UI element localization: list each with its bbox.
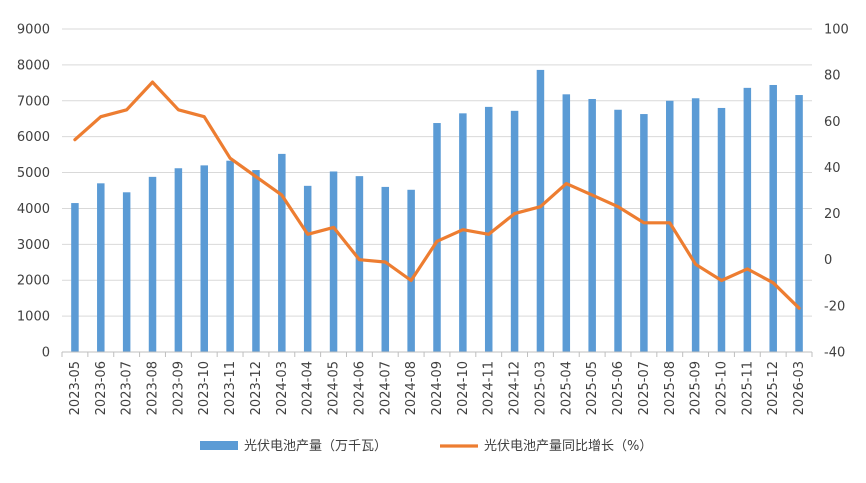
right-tick-label: 40	[824, 161, 841, 176]
x-tick-label: 2025-08	[663, 361, 678, 415]
bar	[717, 107, 726, 352]
bar	[200, 165, 208, 352]
x-tick-label: 2024-07	[378, 361, 393, 415]
bar	[640, 114, 648, 352]
x-tick-label: 2025-05	[585, 361, 600, 415]
x-tick-label: 2026-03	[792, 361, 807, 415]
x-tick-label: 2023-09	[171, 361, 186, 415]
right-tick-label: 80	[824, 69, 841, 84]
right-tick-label: 100	[824, 23, 849, 38]
left-tick-label: 4000	[17, 202, 50, 217]
x-tick-label: 2025-03	[533, 361, 548, 415]
bar	[97, 183, 105, 352]
bar	[252, 170, 260, 352]
legend-line-label: 光伏电池产量同比增长（%）	[484, 439, 652, 454]
x-tick-label: 2023-06	[94, 361, 109, 415]
x-tick-label: 2025-09	[689, 361, 704, 415]
x-tick-label: 2024-03	[275, 361, 290, 415]
bar	[743, 87, 752, 352]
left-tick-label: 7000	[17, 94, 50, 109]
bar	[484, 106, 493, 352]
bar	[381, 186, 390, 352]
x-tick-label: 2024-08	[404, 361, 419, 415]
left-tick-label: 9000	[17, 23, 50, 38]
x-axis-ticks: 2023-05 2023-06 2023-07 2023-08 2023-09 2023-…	[68, 361, 807, 415]
x-tick-label: 2025-11	[740, 361, 755, 415]
x-tick-label: 2023-07	[120, 361, 135, 415]
left-tick-label: 6000	[17, 130, 50, 145]
x-tick-label: 2025-07	[637, 361, 652, 415]
left-tick-label: 1000	[17, 310, 50, 325]
x-tick-label: 2025-04	[559, 361, 574, 415]
right-tick-label: -40	[824, 346, 845, 361]
bar	[536, 69, 545, 352]
legend: 光伏电池产量（万千瓦） 光伏电池产量同比增长（%）	[200, 439, 652, 454]
bar	[769, 84, 777, 352]
bar	[329, 171, 338, 352]
left-axis-ticks: 0 1000 2000 3000 4000 5000 6000 7000 8000 9000	[17, 23, 50, 361]
bar	[614, 109, 622, 352]
right-axis-ticks: -40 -20 0 20 40 60 80 100	[824, 23, 849, 361]
legend-bar-swatch	[200, 441, 238, 450]
x-tick-label: 2023-05	[68, 361, 83, 415]
bar	[303, 185, 312, 352]
x-tick-label: 2024-06	[352, 361, 367, 415]
bar	[510, 110, 519, 353]
bar	[691, 98, 700, 352]
x-tick-label: 2023-10	[197, 361, 212, 415]
left-tick-label: 8000	[17, 58, 50, 73]
x-tick-label: 2024-09	[430, 361, 445, 415]
bar-series	[71, 69, 803, 353]
x-tick-label: 2024-04	[301, 361, 316, 415]
bar	[795, 95, 803, 352]
left-tick-label: 0	[42, 346, 50, 361]
bar	[433, 123, 441, 352]
right-tick-label: 20	[824, 207, 841, 222]
x-tick-label: 2024-10	[456, 361, 471, 415]
bar	[355, 176, 364, 352]
line-series	[73, 80, 801, 310]
x-tick-label: 2024-11	[482, 361, 497, 415]
right-tick-label: -20	[824, 299, 845, 314]
x-tick-label: 2025-12	[766, 361, 781, 415]
x-tick-label: 2024-12	[508, 361, 523, 415]
bar	[122, 192, 131, 352]
right-tick-label: 0	[824, 253, 832, 268]
axes	[61, 351, 813, 357]
left-tick-label: 5000	[17, 166, 50, 181]
legend-bar-label: 光伏电池产量（万千瓦）	[244, 439, 387, 454]
bar	[459, 113, 467, 352]
x-tick-label: 2024-05	[327, 361, 342, 415]
right-tick-label: 60	[824, 115, 841, 130]
left-tick-label: 3000	[17, 238, 50, 253]
x-tick-label: 2025-06	[611, 361, 626, 415]
x-tick-label: 2025-10	[714, 361, 729, 415]
growth-line	[73, 80, 801, 310]
bar	[226, 160, 234, 352]
bar	[407, 189, 415, 352]
bar	[278, 153, 286, 352]
x-tick-label: 2023-11	[223, 361, 238, 415]
bar	[71, 203, 79, 352]
x-tick-label: 2023-12	[249, 361, 264, 415]
bar	[148, 176, 157, 352]
bar	[174, 168, 183, 352]
bar	[562, 94, 571, 352]
x-tick-label: 2023-08	[146, 361, 161, 415]
left-tick-label: 2000	[17, 274, 50, 289]
bar	[666, 100, 674, 353]
bar	[588, 98, 596, 352]
